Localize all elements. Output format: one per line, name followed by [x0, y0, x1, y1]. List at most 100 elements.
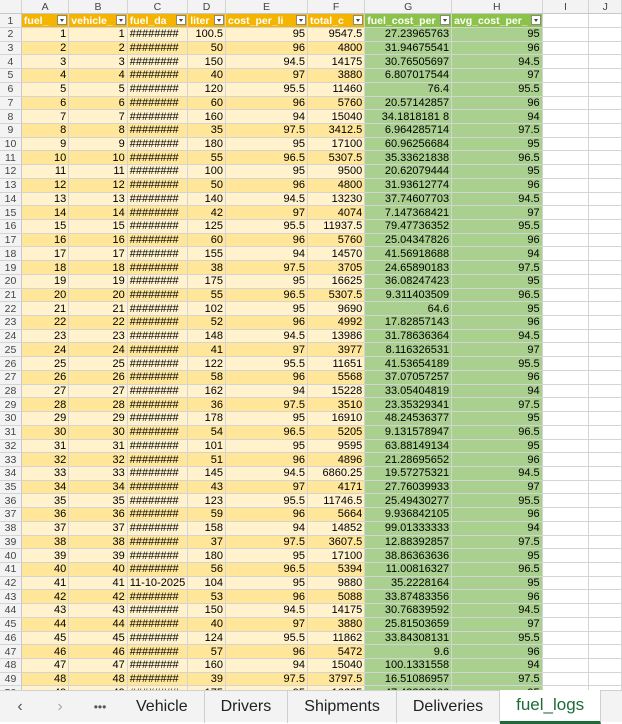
table-cell[interactable]: 96 [225, 452, 308, 467]
table-cell[interactable]: 11460 [307, 82, 366, 97]
table-cell[interactable]: 19 [68, 274, 128, 289]
table-cell[interactable]: 95 [451, 439, 543, 454]
table-cell[interactable]: 5664 [307, 507, 366, 522]
table-cell[interactable]: 21 [68, 301, 128, 317]
empty-cell[interactable] [542, 13, 590, 28]
table-cell[interactable]: 145 [187, 466, 227, 481]
empty-cell[interactable] [588, 672, 622, 687]
row-number[interactable]: 13 [0, 178, 22, 193]
table-cell[interactable]: 100.5 [187, 27, 227, 42]
row-number[interactable]: 40 [0, 548, 22, 563]
table-cell[interactable]: ######## [127, 246, 189, 262]
empty-cell[interactable] [588, 329, 622, 344]
table-cell[interactable]: 60.96256684 [364, 137, 453, 152]
next-sheet-button[interactable]: › [40, 691, 80, 723]
empty-cell[interactable] [542, 617, 590, 632]
empty-cell[interactable] [588, 54, 622, 70]
table-cell[interactable]: ######## [127, 41, 189, 56]
table-cell[interactable]: 56 [187, 562, 227, 577]
table-cell[interactable]: 94.5 [451, 329, 543, 344]
empty-cell[interactable] [588, 68, 622, 83]
row-number[interactable]: 33 [0, 452, 22, 467]
table-cell[interactable]: 6 [21, 96, 70, 111]
table-cell[interactable]: 155 [187, 246, 227, 262]
table-cell[interactable]: 96 [225, 315, 308, 330]
table-cell[interactable]: ######## [127, 315, 189, 330]
table-cell[interactable]: 96 [225, 41, 308, 56]
table-cell[interactable]: 36 [21, 507, 70, 522]
table-cell[interactable]: ######## [127, 54, 189, 70]
table-cell[interactable]: 33.05404819 [364, 384, 453, 399]
table-cell[interactable]: 97 [225, 68, 308, 83]
table-cell[interactable]: 11.00816327 [364, 562, 453, 577]
table-cell[interactable]: 41 [21, 576, 70, 591]
table-cell[interactable]: 43 [187, 480, 227, 495]
empty-cell[interactable] [542, 644, 590, 659]
table-cell[interactable]: 96 [451, 370, 543, 385]
empty-cell[interactable] [542, 507, 590, 522]
empty-cell[interactable] [588, 246, 622, 262]
empty-cell[interactable] [588, 315, 622, 330]
empty-cell[interactable] [542, 342, 590, 358]
row-number[interactable]: 10 [0, 137, 22, 152]
table-cell[interactable]: 35.33621838 [364, 150, 453, 166]
table-cell[interactable]: 19 [21, 274, 70, 289]
empty-cell[interactable] [588, 137, 622, 152]
empty-cell[interactable] [588, 123, 622, 138]
empty-cell[interactable] [588, 356, 622, 371]
table-cell[interactable]: 94.5 [225, 329, 308, 344]
column-header-c[interactable]: C [127, 0, 189, 15]
row-number[interactable]: 23 [0, 315, 22, 330]
row-number[interactable]: 25 [0, 342, 22, 358]
table-cell[interactable]: 8 [68, 123, 128, 138]
table-cell[interactable]: 15228 [307, 384, 366, 399]
table-cell[interactable]: 175 [187, 274, 227, 289]
table-cell[interactable]: ######## [127, 466, 189, 481]
table-cell[interactable]: 9.311403509 [364, 288, 453, 303]
table-cell[interactable]: 40 [187, 617, 227, 632]
table-cell[interactable]: 95 [225, 137, 308, 152]
table-cell[interactable]: 26 [68, 370, 128, 385]
filter-dropdown-icon[interactable] [353, 15, 364, 26]
table-cell[interactable]: 5472 [307, 644, 366, 659]
table-cell[interactable]: 41.56918688 [364, 246, 453, 262]
table-cell[interactable]: 95 [225, 301, 308, 317]
table-cell[interactable]: ######## [127, 260, 189, 275]
table-cell[interactable]: 33.87483356 [364, 589, 453, 605]
row-number[interactable]: 41 [0, 562, 22, 577]
table-cell[interactable]: 94 [225, 521, 308, 536]
table-cell[interactable]: 95 [451, 137, 543, 152]
table-cell[interactable]: ######## [127, 288, 189, 303]
table-cell[interactable]: 34 [68, 480, 128, 495]
table-cell[interactable]: 11-10-2025 [127, 576, 189, 591]
table-cell[interactable]: 95 [225, 576, 308, 591]
table-cell[interactable]: 31.93612774 [364, 178, 453, 193]
table-cell[interactable]: 96 [451, 96, 543, 111]
table-cell[interactable]: ######## [127, 411, 189, 426]
empty-cell[interactable] [542, 439, 590, 454]
table-cell[interactable]: 30 [21, 425, 70, 440]
row-number[interactable]: 34 [0, 466, 22, 481]
table-cell[interactable]: 45 [68, 631, 128, 646]
table-cell[interactable]: 50 [187, 41, 227, 56]
table-cell[interactable]: 95.5 [225, 493, 308, 509]
table-cell[interactable]: 4992 [307, 315, 366, 330]
table-cell[interactable]: 76.4 [364, 82, 453, 97]
table-cell[interactable]: 31 [68, 439, 128, 454]
table-cell[interactable]: 96.5 [225, 150, 308, 166]
table-cell[interactable]: 95 [451, 274, 543, 289]
table-header-cell[interactable]: total_c [307, 13, 366, 28]
row-number[interactable]: 22 [0, 301, 22, 317]
table-cell[interactable]: 94.5 [451, 466, 543, 481]
table-cell[interactable]: 30.76505697 [364, 54, 453, 70]
table-cell[interactable]: 94 [225, 246, 308, 262]
table-cell[interactable]: 94.5 [451, 192, 543, 207]
empty-cell[interactable] [542, 96, 590, 111]
table-cell[interactable]: 6.807017544 [364, 68, 453, 83]
table-cell[interactable]: 178 [187, 411, 227, 426]
table-cell[interactable]: 96.5 [451, 562, 543, 577]
table-cell[interactable]: ######## [127, 192, 189, 207]
table-cell[interactable]: 94.5 [451, 603, 543, 618]
column-header-d[interactable]: D [187, 0, 227, 15]
table-cell[interactable]: 38 [68, 535, 128, 550]
